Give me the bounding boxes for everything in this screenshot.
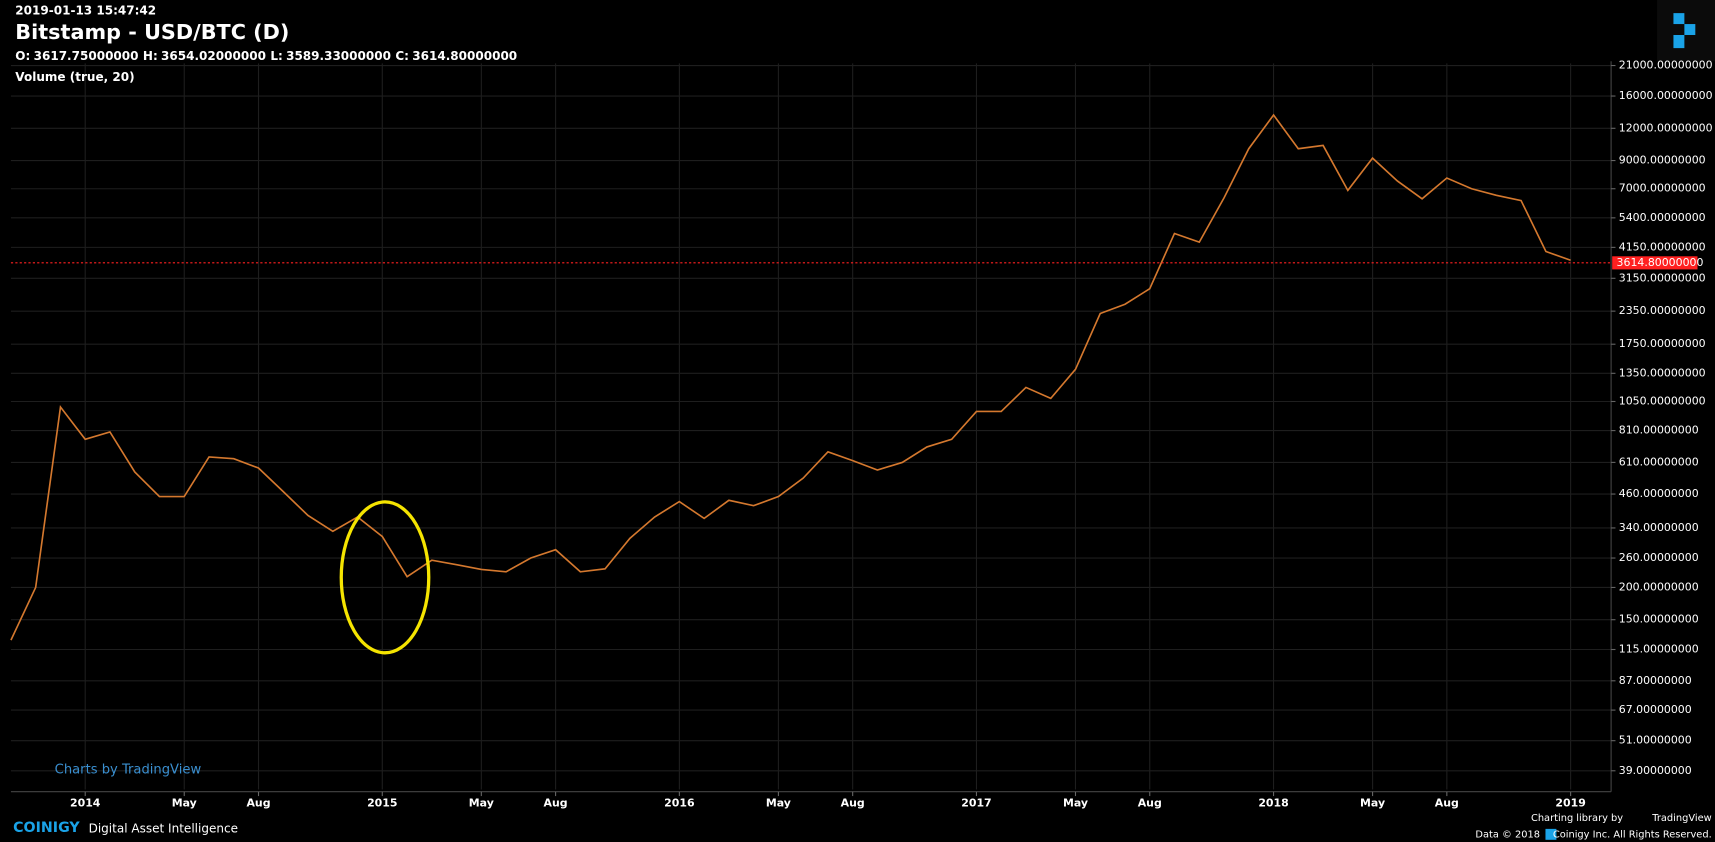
- ohlc-line: O: 3617.75000000 H: 3654.02000000 L: 3589.330…: [15, 48, 517, 62]
- ohlc-key: O:: [15, 48, 30, 62]
- y-tick-label: 610.00000000: [1619, 455, 1699, 468]
- y-tick-label: 260.00000000: [1619, 551, 1699, 564]
- x-tick-label: May: [1063, 797, 1088, 810]
- x-tick-label: May: [766, 797, 791, 810]
- footer-rights: Coinigy Inc. All Rights Reserved.: [1553, 829, 1712, 840]
- price-line: [10, 113, 1571, 641]
- y-tick-label: 1750.00000000: [1619, 337, 1706, 350]
- y-tick-label: 16000.00000000: [1619, 89, 1713, 102]
- y-tick-label: 12000.00000000: [1619, 121, 1713, 134]
- logo-block: [1673, 34, 1685, 49]
- y-tick-label: 87.00000000: [1619, 674, 1692, 687]
- x-tick-label: Aug: [1435, 797, 1459, 810]
- indicator-label: Volume (true, 20): [15, 70, 134, 84]
- ohlc-value: 3654.02000000: [161, 48, 266, 62]
- footer-credit-brand: TradingView: [1651, 813, 1711, 824]
- x-tick-label: May: [469, 797, 494, 810]
- ohlc-value: 3614.80000000: [412, 48, 517, 62]
- y-tick-label: 115.00000000: [1619, 643, 1699, 656]
- footer-data-note: Data © 2018: [1475, 829, 1540, 840]
- y-tick-label: 460.00000000: [1619, 487, 1699, 500]
- ohlc-value: 3617.75000000: [34, 48, 139, 62]
- x-tick-label: 2014: [70, 797, 101, 810]
- ohlc-key: C:: [395, 48, 409, 62]
- ohlc-key: L:: [270, 48, 282, 62]
- logo-block: [1673, 13, 1685, 25]
- y-tick-label: 1350.00000000: [1619, 366, 1706, 379]
- footer-tagline: Digital Asset Intelligence: [89, 821, 238, 835]
- y-tick-label: 810.00000000: [1619, 424, 1699, 437]
- grid: [10, 63, 1612, 790]
- ohlc-key: H:: [143, 48, 158, 62]
- y-tick-label: 3150.00000000: [1619, 271, 1706, 284]
- x-tick-label: Aug: [841, 797, 865, 810]
- y-tick-label: 21000.00000000: [1619, 59, 1713, 72]
- x-tick-label: Aug: [544, 797, 568, 810]
- ohlc-value: 3589.33000000: [286, 48, 391, 62]
- x-tick-label: 2019: [1555, 797, 1585, 810]
- x-tick-label: 2016: [664, 797, 695, 810]
- logo: [1657, 0, 1715, 62]
- y-tick-label: 150.00000000: [1619, 613, 1699, 626]
- footer-icon: [1545, 828, 1557, 840]
- x-tick-label: 2015: [367, 797, 397, 810]
- x-tick-label: 2018: [1258, 797, 1288, 810]
- logo-block: [1684, 24, 1696, 35]
- watermark: Charts by TradingView: [55, 762, 202, 777]
- x-tick-label: Aug: [1138, 797, 1162, 810]
- y-tick-label: 1050.00000000: [1619, 394, 1706, 407]
- footer-credit: Charting library by: [1531, 813, 1623, 824]
- timestamp: 2019-01-13 15:47:42: [15, 3, 156, 17]
- footer-brand: COINIGY: [13, 820, 80, 836]
- x-tick-label: May: [172, 797, 197, 810]
- y-tick-label: 5400.00000000: [1619, 211, 1706, 224]
- y-tick-label: 67.00000000: [1619, 703, 1692, 716]
- y-tick-label: 340.00000000: [1619, 521, 1699, 534]
- highlight-ellipse: [339, 500, 431, 655]
- y-tick-label: 2350.00000000: [1619, 304, 1706, 317]
- last-price-tag: [1612, 256, 1698, 270]
- x-tick-label: May: [1360, 797, 1385, 810]
- last-price-label: 3614.80000000: [1617, 256, 1704, 269]
- y-tick-label: 4150.00000000: [1619, 240, 1706, 253]
- chart-title: Bitstamp - USD/BTC (D): [15, 20, 289, 44]
- x-tick-label: Aug: [246, 797, 270, 810]
- y-tick-label: 39.00000000: [1619, 764, 1692, 777]
- x-tick-label: 2017: [961, 797, 991, 810]
- plot-area: [10, 113, 1612, 641]
- y-tick-label: 9000.00000000: [1619, 154, 1706, 167]
- y-tick-label: 200.00000000: [1619, 580, 1699, 593]
- y-tick-label: 7000.00000000: [1619, 182, 1706, 195]
- y-tick-label: 51.00000000: [1619, 734, 1692, 747]
